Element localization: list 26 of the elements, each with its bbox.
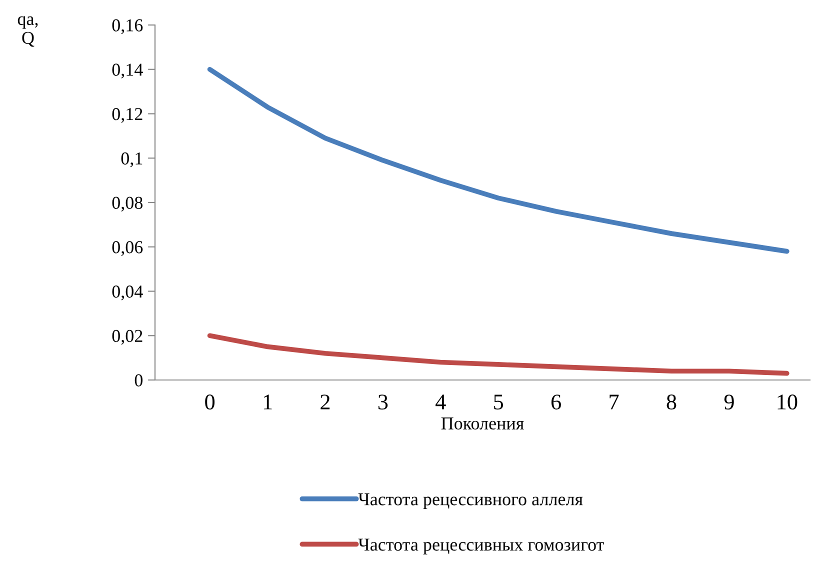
y-tick-label: 0,1: [121, 152, 142, 168]
x-tick-label: 1: [264, 394, 272, 410]
y-tick-label: 0,02: [112, 330, 142, 345]
y-tick-label: 0,14: [112, 64, 143, 78]
x-tick-label: 7: [610, 394, 619, 410]
x-tick-label: 5: [494, 394, 504, 410]
y-tick-label: 0,06: [112, 241, 143, 256]
y-tick-label: 0: [134, 374, 143, 386]
y-tick-label: 0,08: [112, 196, 143, 212]
x-axis-title: Поколения: [441, 418, 524, 430]
x-tick-label: 2: [320, 394, 330, 410]
x-tick-label: 9: [724, 394, 734, 410]
y-axis-title: qa, Q: [18, 16, 38, 47]
x-tick-label: 4: [436, 394, 446, 410]
x-tick-label: 0: [205, 394, 215, 410]
x-tick-label: 3: [378, 394, 388, 410]
legend-label: Частота рецессивного аллеля: [358, 493, 583, 510]
line-series: [207, 66, 790, 254]
y-tick-label: 0,16: [112, 19, 143, 34]
line-series: [207, 333, 790, 376]
legend-label: Частота рецессивных гомозигот: [358, 538, 604, 554]
y-tick-label: 0,04: [112, 286, 143, 300]
x-tick-label: 6: [551, 394, 561, 410]
x-tick-label: 10: [778, 394, 798, 410]
x-tick-label: 8: [666, 394, 676, 410]
y-tick-label: 0,12: [112, 108, 142, 123]
